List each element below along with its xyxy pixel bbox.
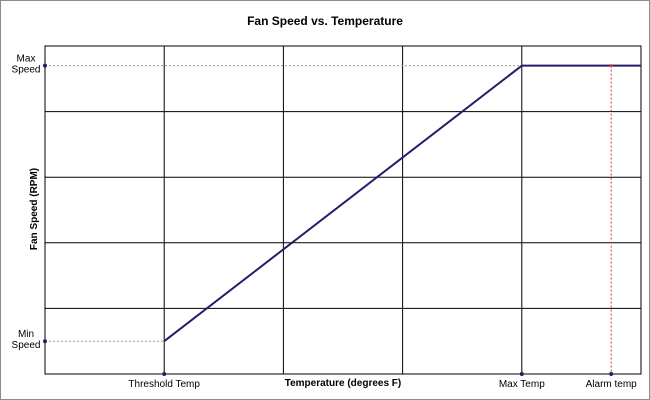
x-marker-dot: [609, 372, 614, 376]
x-marker-labels: Threshold Temp Max Temp Alarm temp: [128, 379, 637, 390]
plot-area-border: [44, 45, 642, 375]
alarm-top-dot: [609, 64, 613, 68]
y-marker-dot: [43, 339, 47, 344]
guide-lines: [45, 65, 612, 374]
y-marker-label: Max Speed: [12, 54, 41, 76]
fan-speed-line: [163, 64, 641, 342]
y-marker-label-line: Speed: [12, 340, 41, 351]
y-axis-label: Fan Speed (RPM): [29, 168, 40, 250]
series-lines: [163, 64, 641, 342]
y-marker-label-line: Speed: [12, 65, 41, 76]
grid: [44, 45, 642, 375]
axis-markers: [43, 63, 614, 376]
x-axis-label: Temperature (degrees F): [285, 378, 402, 389]
chart-title: Fan Speed vs. Temperature: [247, 14, 403, 28]
y-marker-label: Min Speed: [12, 329, 41, 351]
x-marker-dot: [519, 372, 524, 376]
y-marker-label-line: Min: [18, 329, 34, 340]
x-marker-label: Alarm temp: [586, 379, 638, 390]
y-marker-label-line: Max: [17, 54, 36, 65]
x-marker-dot: [162, 372, 167, 376]
x-marker-label: Max Temp: [499, 379, 545, 390]
y-marker-dot: [43, 63, 47, 68]
x-marker-label: Threshold Temp: [128, 379, 200, 390]
